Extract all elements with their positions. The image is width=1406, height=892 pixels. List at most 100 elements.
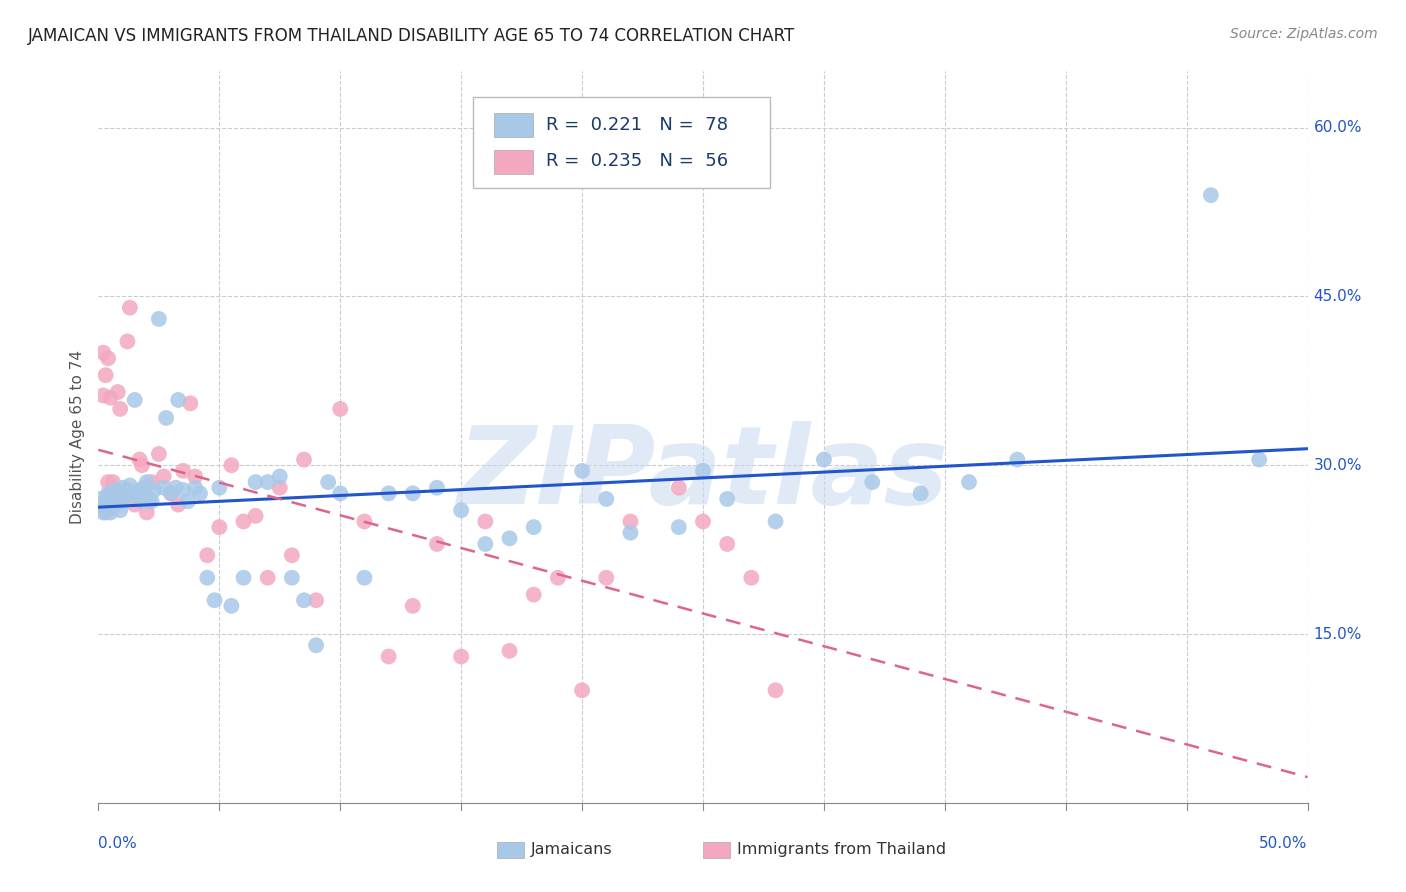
Point xyxy=(1007,452,1029,467)
Point xyxy=(114,486,136,500)
Text: ZIPatlas: ZIPatlas xyxy=(457,421,949,526)
Point xyxy=(256,571,278,585)
Point xyxy=(167,498,190,512)
Point xyxy=(100,490,122,504)
Point xyxy=(402,599,425,613)
Point xyxy=(117,483,139,497)
Point xyxy=(91,498,114,512)
Bar xyxy=(703,841,730,858)
Point xyxy=(94,368,117,383)
Point xyxy=(195,571,218,585)
Point xyxy=(135,506,157,520)
Point xyxy=(426,481,449,495)
Text: Immigrants from Thailand: Immigrants from Thailand xyxy=(737,842,946,857)
FancyBboxPatch shape xyxy=(474,97,769,188)
Point xyxy=(523,588,546,602)
Point xyxy=(1199,188,1222,202)
Point xyxy=(232,515,254,529)
Point xyxy=(131,494,153,508)
Bar xyxy=(498,841,524,858)
Point xyxy=(269,481,291,495)
Point xyxy=(100,391,122,405)
Point xyxy=(100,486,122,500)
Point xyxy=(426,537,449,551)
Point xyxy=(124,392,146,407)
Point xyxy=(450,649,472,664)
Point xyxy=(179,396,201,410)
Point xyxy=(292,452,315,467)
Point xyxy=(188,486,211,500)
Point xyxy=(523,520,546,534)
Point xyxy=(256,475,278,489)
Point xyxy=(740,571,762,585)
Point xyxy=(292,593,315,607)
Point xyxy=(245,508,267,523)
Point xyxy=(692,515,714,529)
Point xyxy=(316,475,339,489)
Point xyxy=(152,481,174,495)
Point xyxy=(94,506,117,520)
Point xyxy=(245,475,267,489)
Point xyxy=(141,475,163,489)
Point xyxy=(104,498,127,512)
Point xyxy=(167,392,190,407)
Point xyxy=(474,515,496,529)
Text: 45.0%: 45.0% xyxy=(1313,289,1362,304)
Point xyxy=(498,644,520,658)
Y-axis label: Disability Age 65 to 74: Disability Age 65 to 74 xyxy=(69,350,84,524)
Text: R =  0.235   N =  56: R = 0.235 N = 56 xyxy=(546,153,728,170)
Point xyxy=(91,388,114,402)
Point xyxy=(765,515,787,529)
Point xyxy=(595,491,617,506)
Point xyxy=(107,490,129,504)
Point xyxy=(90,491,112,506)
Point xyxy=(101,500,124,514)
Text: 15.0%: 15.0% xyxy=(1313,626,1362,641)
Point xyxy=(305,593,328,607)
Text: R =  0.221   N =  78: R = 0.221 N = 78 xyxy=(546,116,728,134)
Point xyxy=(94,494,117,508)
Point xyxy=(134,481,156,495)
Point xyxy=(910,486,932,500)
Point xyxy=(329,401,352,416)
Point xyxy=(124,498,146,512)
Point xyxy=(141,494,163,508)
Point xyxy=(221,458,243,473)
Point xyxy=(91,345,114,359)
Point xyxy=(305,638,328,652)
Point xyxy=(402,486,425,500)
Bar xyxy=(494,113,533,137)
Point xyxy=(177,494,200,508)
Point xyxy=(353,571,375,585)
Point xyxy=(107,385,129,400)
Point xyxy=(184,469,207,483)
Point xyxy=(172,464,194,478)
Point xyxy=(165,481,187,495)
Point xyxy=(90,498,112,512)
Point xyxy=(94,500,117,515)
Point xyxy=(100,498,122,512)
Point xyxy=(668,520,690,534)
Point xyxy=(450,503,472,517)
Point xyxy=(138,491,160,506)
Point xyxy=(498,532,520,546)
Point xyxy=(1249,452,1271,467)
Text: Source: ZipAtlas.com: Source: ZipAtlas.com xyxy=(1230,27,1378,41)
Point xyxy=(281,571,304,585)
Point xyxy=(377,649,399,664)
Point xyxy=(860,475,883,489)
Point xyxy=(547,571,569,585)
Point xyxy=(111,481,134,495)
Point xyxy=(91,506,114,520)
Point xyxy=(128,483,150,497)
Point xyxy=(204,593,226,607)
Point xyxy=(108,503,131,517)
Bar xyxy=(494,150,533,174)
Text: 0.0%: 0.0% xyxy=(98,836,138,851)
Point xyxy=(127,486,149,500)
Point xyxy=(111,494,134,508)
Point xyxy=(121,491,143,506)
Point xyxy=(221,599,243,613)
Point xyxy=(269,469,291,483)
Point xyxy=(765,683,787,698)
